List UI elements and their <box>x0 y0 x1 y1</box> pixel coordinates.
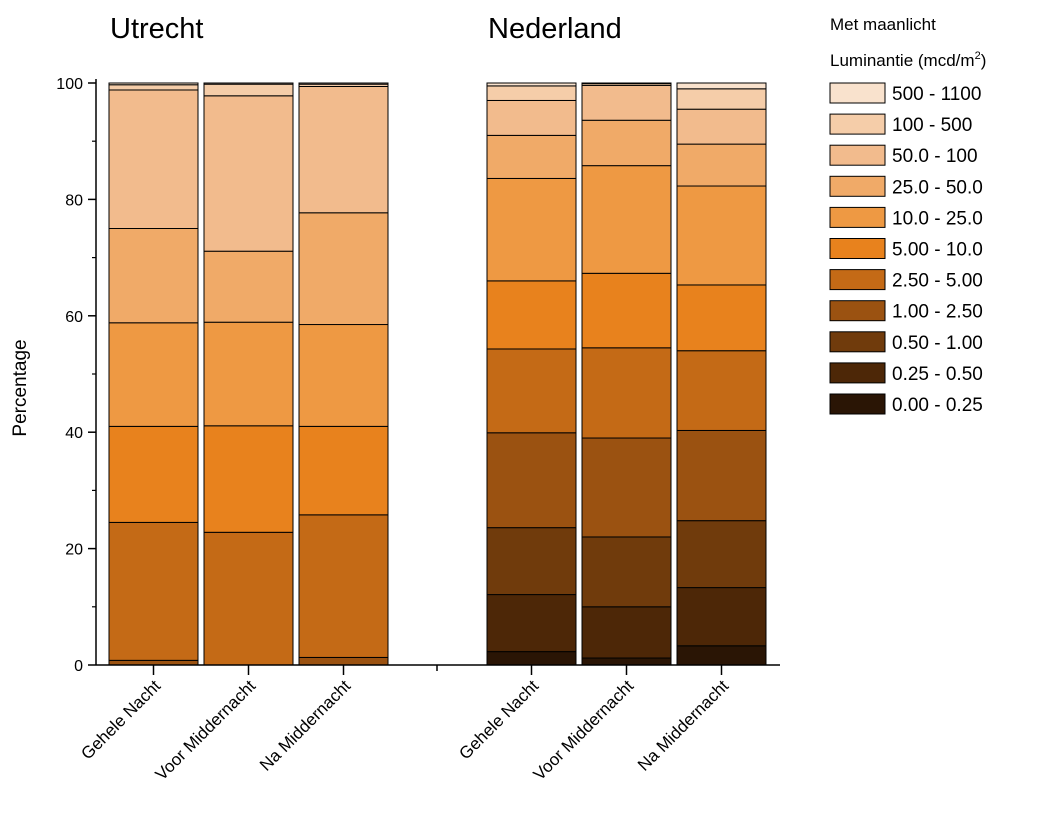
bar-segment <box>108 228 199 324</box>
legend-label: 0.50 - 1.00 <box>892 333 983 354</box>
bar-segment <box>108 89 199 230</box>
y-tick-label: 60 <box>65 309 83 326</box>
y-tick-label: 80 <box>65 192 83 209</box>
bar-segment <box>676 82 767 90</box>
bar-segment <box>108 84 199 91</box>
bar-segment <box>676 185 767 286</box>
y-tick-label: 0 <box>74 658 83 675</box>
x-category-label: Voor Middernacht <box>152 676 260 784</box>
bar-segment <box>581 347 672 439</box>
legend-swatch <box>829 113 886 135</box>
bar-segment <box>676 645 767 666</box>
bar-segment <box>676 520 767 589</box>
x-category-label: Voor Middernacht <box>530 676 638 784</box>
x-category-label: Gehele Nacht <box>77 676 164 763</box>
bar-segment <box>676 143 767 187</box>
bar-segment <box>676 88 767 110</box>
bar-segment <box>298 656 389 666</box>
bar-segment <box>581 82 672 85</box>
bar-segment <box>203 83 294 97</box>
legend-label: 5.00 - 10.0 <box>892 240 983 261</box>
legend-label: 25.0 - 50.0 <box>892 177 983 198</box>
bar-segment <box>298 324 389 427</box>
legend-swatch <box>829 82 886 104</box>
y-axis-label: Percentage <box>10 339 31 436</box>
bar-segment <box>203 250 294 323</box>
bar-segment <box>581 657 672 666</box>
axes-layer <box>88 79 780 675</box>
y-tick-label: 100 <box>56 76 83 93</box>
bar-segment <box>676 108 767 145</box>
bar-segment <box>581 165 672 274</box>
bar-segment <box>486 527 577 596</box>
bar-segment <box>486 99 577 136</box>
bar-segment <box>486 651 577 666</box>
bar-segment <box>108 322 199 427</box>
bar-segment <box>203 425 294 533</box>
legend: Met maanlicht Luminantie (mcd/m2) 500 - 11… <box>829 15 986 416</box>
bar-segment <box>676 429 767 522</box>
bar-segment <box>486 134 577 179</box>
x-category-label: Na Middernacht <box>634 676 732 774</box>
legend-title: Met maanlicht <box>830 15 936 34</box>
bar-segment <box>486 348 577 434</box>
bar-segment <box>203 95 294 252</box>
bar-segment <box>676 587 767 647</box>
bar-segment <box>108 521 199 661</box>
legend-label: 100 - 500 <box>892 115 972 136</box>
bar-segment <box>486 280 577 350</box>
bar-segment <box>676 284 767 352</box>
legend-subtitle: Luminantie (mcd/m2) <box>830 50 986 70</box>
legend-swatch <box>829 175 886 197</box>
legend-label: 2.50 - 5.00 <box>892 271 983 292</box>
legend-swatch <box>829 144 886 166</box>
legend-swatch <box>829 362 886 384</box>
bars-layer <box>108 82 767 666</box>
bar-segment <box>486 82 577 87</box>
x-category-label: Na Middernacht <box>256 676 354 774</box>
bar-segment <box>298 82 389 85</box>
legend-swatch <box>829 393 886 415</box>
bar-segment <box>486 85 577 101</box>
bar-segment <box>298 425 389 516</box>
bar-segment <box>581 119 672 167</box>
bar-segment <box>298 514 389 658</box>
legend-swatch <box>829 269 886 291</box>
bar-segment <box>581 437 672 538</box>
legend-label: 500 - 1100 <box>892 84 981 105</box>
group-title: Utrecht <box>110 13 203 45</box>
legend-swatch <box>829 331 886 353</box>
bar-segment <box>486 594 577 653</box>
legend-label: 0.25 - 0.50 <box>892 364 983 385</box>
legend-swatch <box>829 238 886 259</box>
legend-label: 1.00 - 2.50 <box>892 302 983 323</box>
bar-segment <box>298 212 389 326</box>
legend-swatch <box>829 300 886 322</box>
bar-segment <box>486 177 577 282</box>
legend-swatch <box>829 206 886 228</box>
bar-segment <box>676 350 767 431</box>
legend-label: 50.0 - 100 <box>892 146 978 167</box>
bar-segment <box>108 82 199 86</box>
bar-segment <box>486 432 577 529</box>
y-tick-label: 20 <box>65 542 83 559</box>
legend-label: 0.00 - 0.25 <box>892 395 983 416</box>
bar-segment <box>581 606 672 659</box>
bar-segment <box>203 82 294 85</box>
x-category-label: Gehele Nacht <box>455 676 542 763</box>
y-tick-label: 40 <box>65 425 83 442</box>
bar-segment <box>108 425 199 523</box>
bar-segment <box>203 321 294 427</box>
bar-segment <box>581 272 672 349</box>
bar-segment <box>203 531 294 666</box>
bar-segment <box>298 85 389 214</box>
legend-label: 10.0 - 25.0 <box>892 208 983 229</box>
group-title: Nederland <box>488 13 622 45</box>
bar-segment <box>581 536 672 608</box>
bar-segment <box>581 84 672 121</box>
